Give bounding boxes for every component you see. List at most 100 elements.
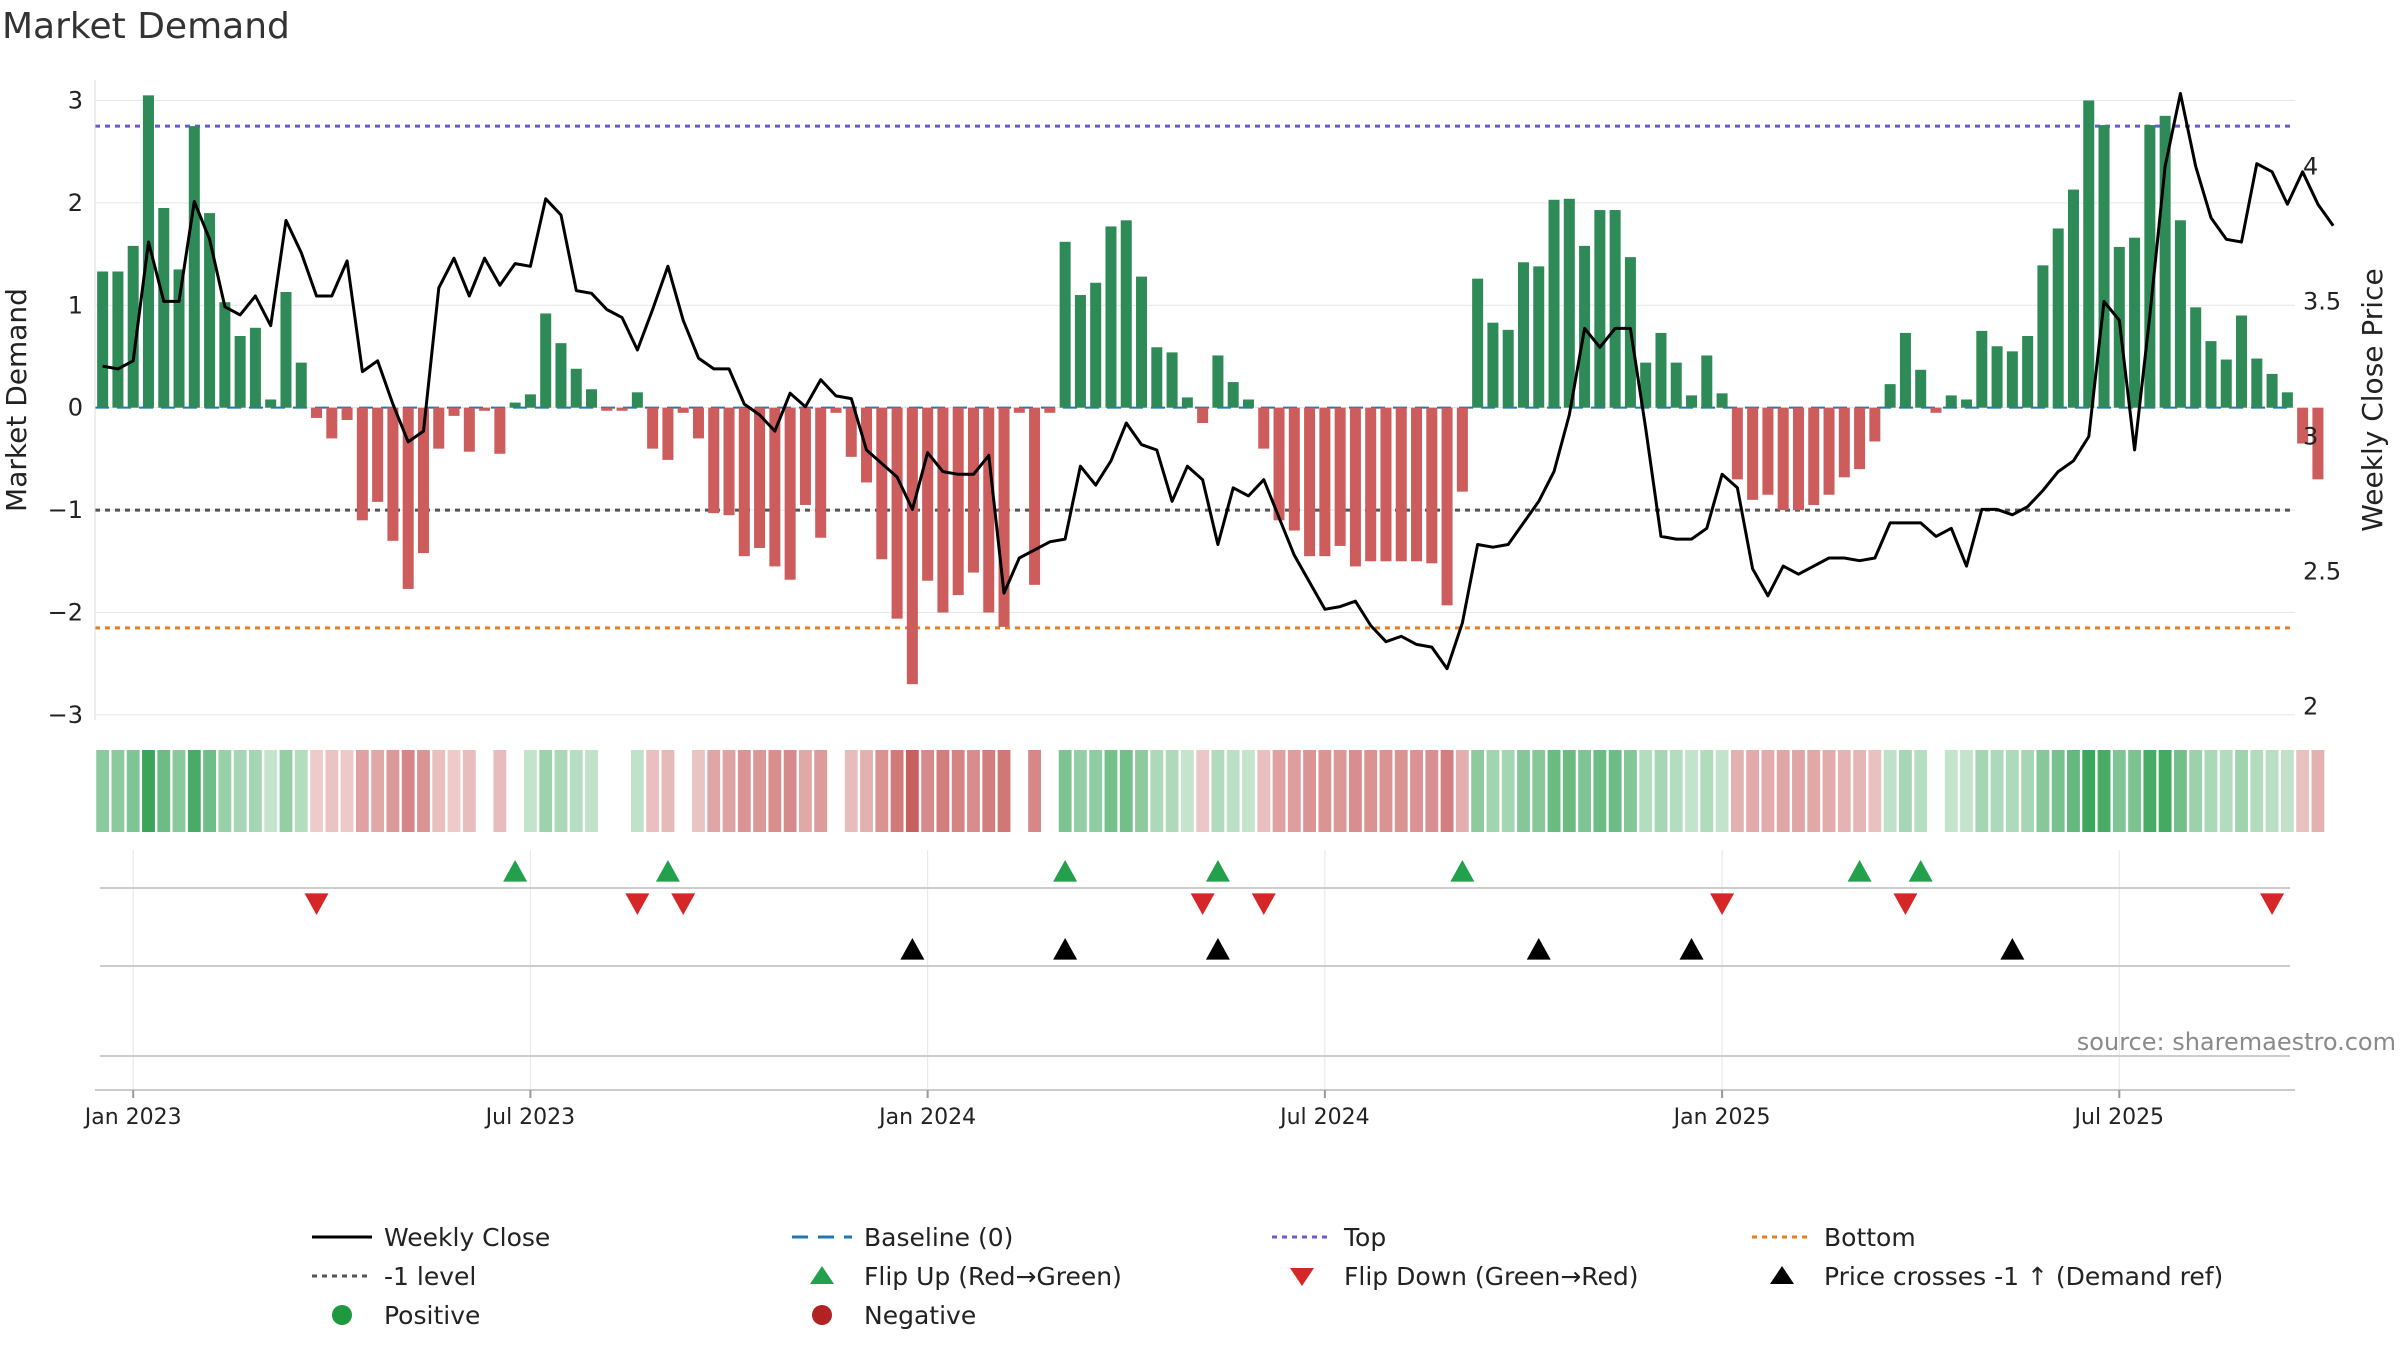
strip-cell — [1639, 750, 1653, 832]
y2-tick-label: 4 — [2303, 152, 2318, 180]
strip-cell — [1486, 750, 1500, 832]
strip-cell — [646, 750, 660, 832]
strip-cell — [524, 750, 537, 832]
strip-cell — [172, 750, 186, 832]
demand-bar — [2129, 237, 2141, 408]
y-tick-label: 1 — [68, 291, 83, 319]
price-cross-marker — [1205, 938, 1230, 960]
strip-cell — [1792, 750, 1805, 832]
demand-bar — [372, 407, 384, 502]
demand-bar — [1334, 407, 1346, 546]
demand-bar — [1411, 407, 1423, 562]
x-tick-label: Jan 2024 — [877, 1105, 976, 1130]
demand-bar — [586, 389, 598, 408]
strip-cell — [1257, 750, 1271, 832]
x-tick-label: Jan 2025 — [1672, 1105, 1771, 1130]
demand-bar — [2098, 125, 2110, 408]
demand-bar — [1716, 393, 1728, 408]
demand-bar — [937, 407, 949, 613]
demand-bar — [1227, 382, 1239, 408]
demand-bar — [1854, 407, 1866, 470]
legend-item: Top — [1272, 1223, 1386, 1252]
flip-up-marker — [1847, 860, 1872, 882]
demand-bar — [1197, 407, 1209, 424]
strip-cell — [2250, 750, 2264, 832]
price-cross-marker — [1526, 938, 1551, 960]
demand-bar — [983, 407, 995, 613]
legend-label: -1 level — [384, 1262, 476, 1291]
demand-bar — [1945, 395, 1957, 408]
strip-cell — [233, 750, 247, 832]
demand-bar — [204, 213, 216, 408]
demand-bar — [784, 407, 796, 580]
strip-cell — [2112, 750, 2126, 832]
legend-item: Baseline (0) — [792, 1223, 1013, 1252]
demand-bar — [2159, 115, 2171, 408]
strip-cell — [1990, 750, 2004, 832]
demand-bar — [1915, 369, 1927, 408]
strip-cell — [844, 750, 858, 832]
strip-cell — [1364, 750, 1378, 832]
flip-up-marker — [503, 860, 528, 882]
strip-cell — [1333, 750, 1347, 832]
weekly-close-series — [102, 92, 2335, 671]
strip-cell — [677, 750, 690, 832]
demand-bar — [326, 407, 338, 439]
strip-cell — [997, 750, 1011, 832]
strip-cell — [554, 750, 568, 832]
legend-label: Flip Down (Green→Red) — [1344, 1262, 1639, 1291]
demand-bar — [1090, 282, 1102, 408]
strip-cell — [692, 750, 705, 832]
y-axis-label: Market Demand — [0, 288, 33, 512]
strip-cell — [493, 750, 507, 832]
strip-cell — [1562, 750, 1576, 832]
strip-cell — [2219, 750, 2233, 832]
legend-swatch-negative — [812, 1305, 832, 1325]
strip-cell — [661, 750, 675, 832]
demand-bar — [1013, 407, 1025, 413]
y-tick-label: 3 — [68, 86, 83, 114]
strip-cell — [799, 750, 812, 832]
strip-cell — [1303, 750, 1316, 832]
strip-cell — [1944, 750, 1958, 832]
strip-cell — [2174, 750, 2187, 832]
demand-bar — [295, 362, 307, 408]
strip-cell — [2235, 750, 2248, 832]
strip-cell — [830, 750, 843, 832]
strip-cell — [1517, 750, 1530, 832]
demand-bar — [1365, 407, 1377, 562]
strip-cell — [126, 750, 140, 832]
strip-cell — [616, 750, 629, 832]
weekly-close-line — [102, 92, 2335, 671]
y2-tick-label: 3 — [2303, 422, 2318, 450]
strip-cell — [753, 750, 766, 832]
axes: 3 2 1 0 −1 −2 −3 4 3.5 3 2.5 2 Market Demand Weekly C… — [0, 80, 2389, 729]
strip-cell — [2128, 750, 2141, 832]
strip-cell — [860, 750, 873, 832]
strip-cell — [1211, 750, 1225, 832]
demand-bar — [1472, 278, 1484, 408]
strip-cell — [142, 750, 155, 832]
demand-bar — [1762, 407, 1774, 495]
strip-cell — [2005, 750, 2019, 832]
demand-bar — [1288, 407, 1300, 531]
demand-bar — [311, 407, 323, 418]
demand-bar — [1166, 352, 1178, 408]
strip-cell — [1028, 750, 1041, 832]
strip-cell — [768, 750, 782, 832]
demand-bar — [631, 392, 643, 408]
demand-bar — [1151, 347, 1163, 408]
demand-bar — [799, 407, 811, 505]
demand-bar — [2220, 359, 2232, 408]
strip-cell — [1440, 750, 1454, 832]
y-tick-label: −3 — [48, 701, 83, 729]
strip-cell — [2296, 750, 2310, 832]
demand-bar — [967, 407, 979, 573]
strip-cell — [279, 750, 293, 832]
strip-cell — [1180, 750, 1194, 832]
strip-cell — [1425, 750, 1439, 832]
strip-cell — [783, 750, 797, 832]
demand-bar — [708, 407, 720, 514]
demand-bar — [616, 407, 628, 411]
